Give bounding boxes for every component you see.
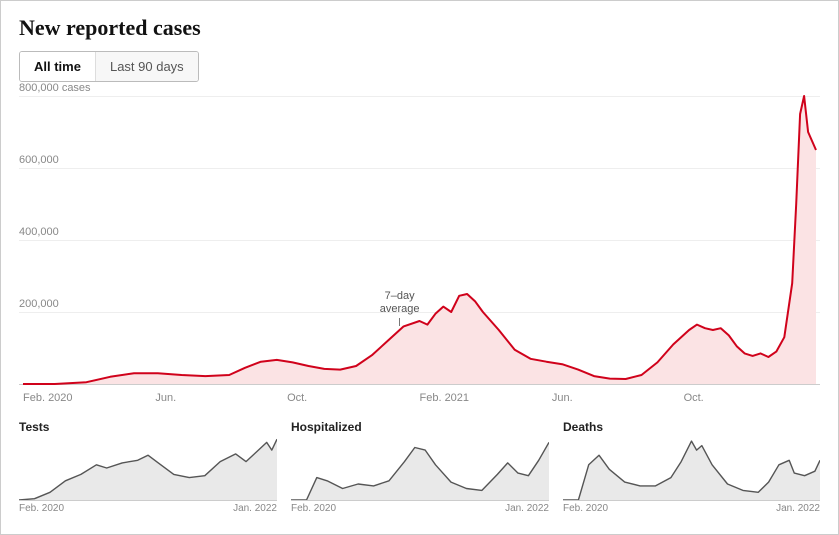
- chart-title: New reported cases: [19, 15, 820, 41]
- sparkline-chart: [19, 436, 277, 500]
- sparkline-title: Deaths: [563, 420, 820, 434]
- main-area-chart: 200,000400,000600,000800,000 casesFeb. 2…: [19, 90, 820, 410]
- tab-last-90-days[interactable]: Last 90 days: [95, 52, 198, 81]
- spark-xlabel-start: Feb. 2020: [291, 503, 336, 514]
- chart-card: New reported cases All time Last 90 days…: [0, 0, 839, 535]
- sparkline-chart: [563, 436, 820, 500]
- spark-xlabel-start: Feb. 2020: [563, 503, 608, 514]
- spark-xlabel-end: Jan. 2022: [233, 503, 277, 514]
- seven-day-avg-annotation: 7–dayaverage: [376, 290, 424, 325]
- time-range-tabs: All time Last 90 days: [19, 51, 199, 82]
- spark-xlabel-end: Jan. 2022: [776, 503, 820, 514]
- sparkline-tests[interactable]: Tests Feb. 2020 Jan. 2022: [19, 420, 277, 514]
- sparkline-title: Hospitalized: [291, 420, 549, 434]
- sparkline-row: Tests Feb. 2020 Jan. 2022 Hospitalized F…: [19, 420, 820, 514]
- sparkline-deaths[interactable]: Deaths Feb. 2020 Jan. 2022: [563, 420, 820, 514]
- sparkline-title: Tests: [19, 420, 277, 434]
- spark-xlabel-end: Jan. 2022: [505, 503, 549, 514]
- tab-all-time[interactable]: All time: [20, 52, 95, 81]
- sparkline-hospitalized[interactable]: Hospitalized Feb. 2020 Jan. 2022: [291, 420, 549, 514]
- spark-xlabel-start: Feb. 2020: [19, 503, 64, 514]
- sparkline-chart: [291, 436, 549, 500]
